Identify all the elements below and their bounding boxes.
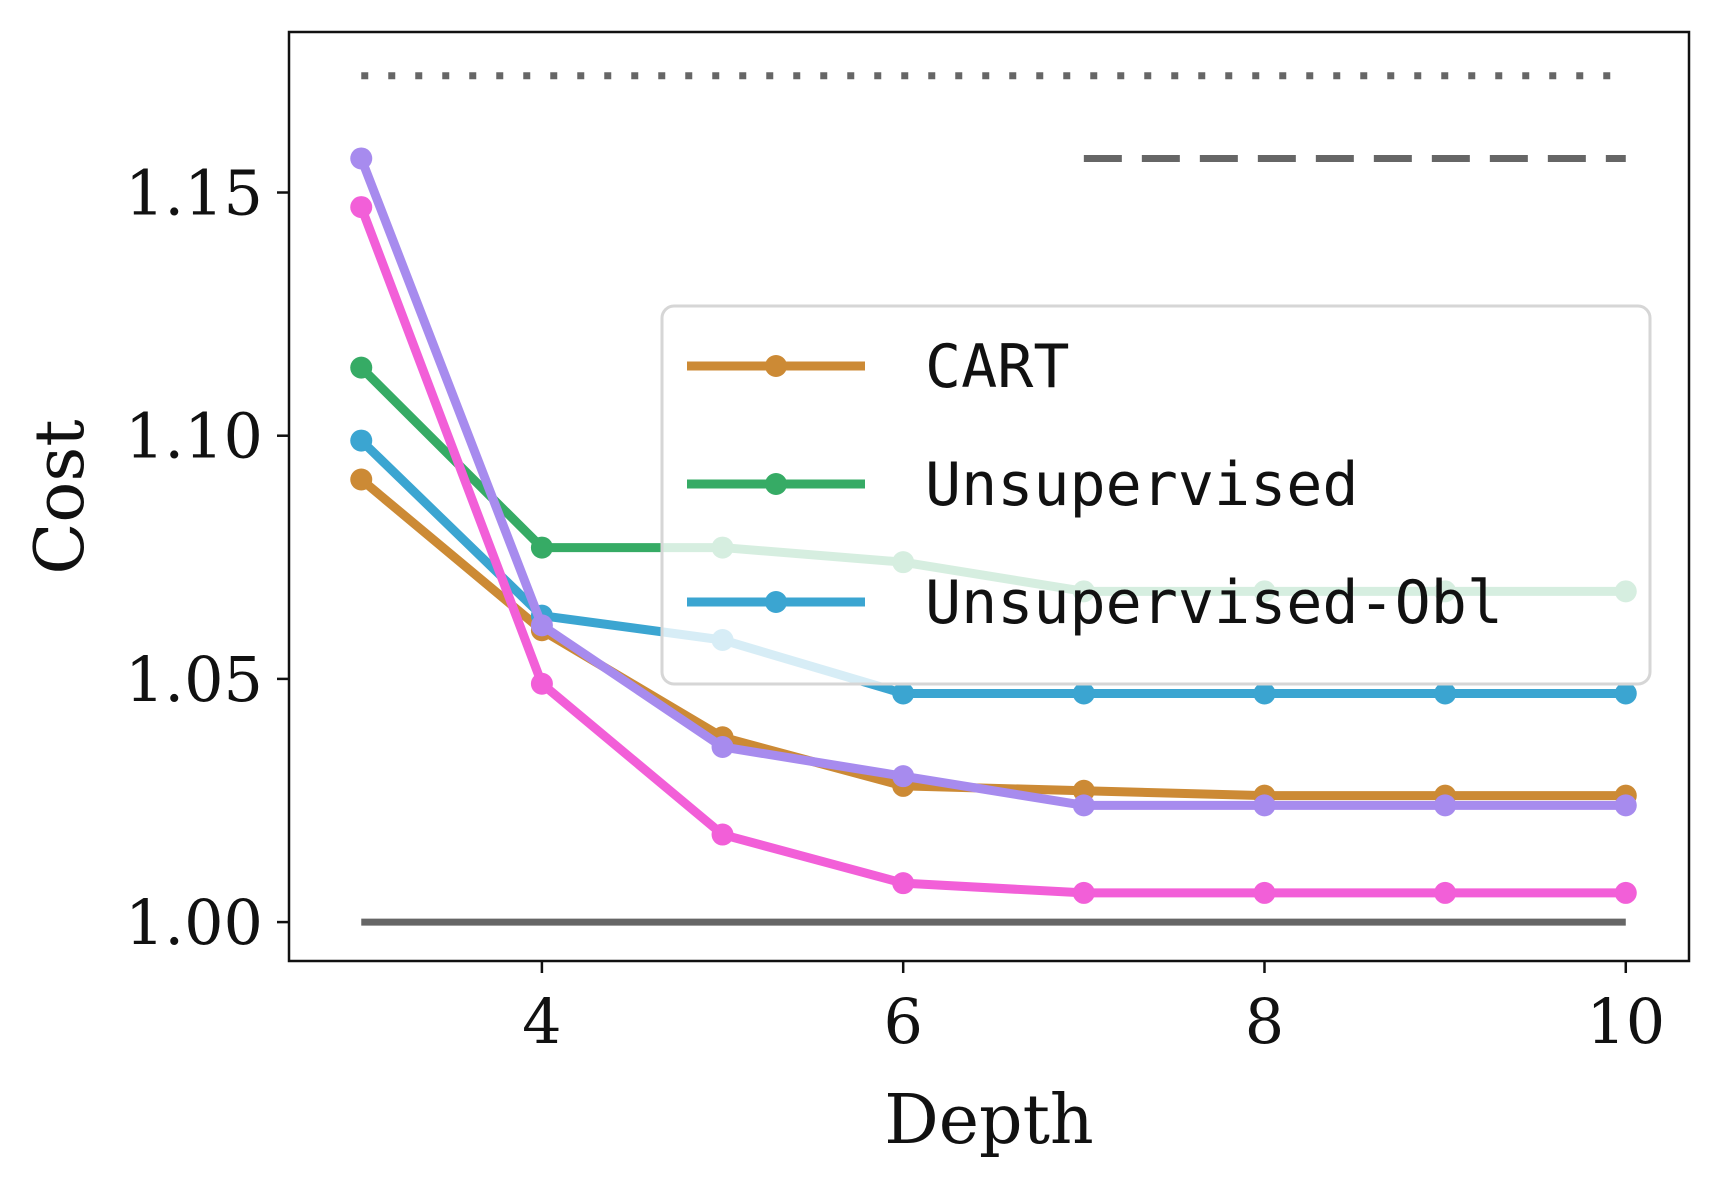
x-tick-label: 10 [1586,985,1665,1058]
series-line-series-5 [356,153,1631,810]
legend-label: CART [925,332,1070,402]
data-point-series-4 [1072,881,1095,904]
y-tick-label: 1.00 [125,886,263,959]
series-line-series-4 [356,202,1631,898]
data-point-unsupervised-obl [1253,682,1276,705]
data-point-series-4 [1434,881,1457,904]
data-point-unsupervised-obl [1434,682,1457,705]
data-point-series-5 [1434,794,1457,817]
data-point-series-5 [711,735,734,758]
data-point-series-5 [350,147,373,170]
data-point-series-5 [1072,794,1095,817]
data-point-series-5 [1614,794,1637,817]
legend-label: Unsupervised-Obl [925,568,1503,638]
data-point-series-4 [892,872,915,895]
data-point-series-5 [1253,794,1276,817]
y-axis: 1.00 1.05 1.10 1.15 [125,157,289,959]
legend: CART Unsupervised Unsupervised-Obl [660,304,1652,686]
plot-frame [287,30,1691,963]
legend-swatch-marker [765,473,787,495]
x-axis-label: Depth [884,1081,1093,1160]
legend-label: Unsupervised [925,450,1358,520]
series-series-5 [350,147,1637,817]
reference-lines [361,72,1626,926]
x-axis: 4 6 8 10 [522,961,1665,1058]
y-tick-label: 1.05 [125,643,263,716]
legend-entry-cart: CART [687,332,1070,402]
data-point-series-4 [711,823,734,846]
data-point-series-5 [892,765,915,788]
y-tick-label: 1.10 [125,400,263,473]
x-tick-label: 4 [522,985,561,1058]
legend-entry-unsupervised-obl: Unsupervised-Obl [687,568,1503,638]
data-point-unsupervised-obl [1072,682,1095,705]
series-line-unsupervised-obl [356,436,1631,698]
data-point-unsupervised [350,356,373,379]
legend-entry-unsupervised: Unsupervised [687,450,1358,520]
data-point-unsupervised-obl [350,429,373,452]
data-point-unsupervised-obl [892,682,915,705]
legend-swatch-marker [765,355,787,377]
series-series-4 [350,196,1637,904]
data-point-series-4 [530,672,553,695]
legend-box [660,304,1652,686]
y-axis-label: Cost [21,419,100,574]
data-point-series-4 [1614,881,1637,904]
y-tick-label: 1.15 [125,157,263,230]
data-point-series-4 [1253,881,1276,904]
legend-swatch-marker [765,591,787,613]
data-point-unsupervised-obl [1614,682,1637,705]
x-tick-label: 6 [883,985,922,1058]
data-point-unsupervised [530,536,553,559]
data-point-series-5 [530,614,553,637]
x-tick-label: 8 [1245,985,1284,1058]
data-point-cart [350,468,373,491]
data-point-series-4 [350,196,373,219]
